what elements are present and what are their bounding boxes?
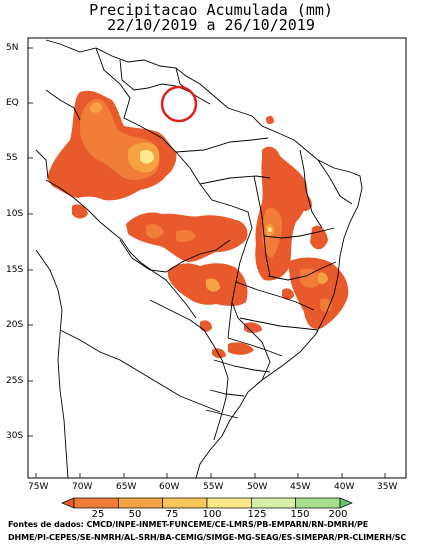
legend-value: 100 <box>202 509 222 520</box>
borders <box>35 39 363 479</box>
lat-label: 10S <box>6 209 24 219</box>
legend-value: 25 <box>91 509 105 520</box>
lon-label: 45W <box>290 482 311 492</box>
lat-label: 30S <box>6 431 24 441</box>
lat-label: 15S <box>6 265 24 275</box>
legend-high-arrow <box>339 497 353 509</box>
data-sources-line1: Fontes de dados: CMCD/INPE-INMET-FUNCEME… <box>8 520 369 529</box>
legend-value: 200 <box>328 509 348 520</box>
legend-value: 50 <box>128 509 142 520</box>
lat-label: 20S <box>6 320 24 330</box>
coastline <box>45 39 363 479</box>
legend-swatch <box>162 497 208 509</box>
legend-value: 125 <box>247 509 267 520</box>
legend-swatch <box>73 497 119 509</box>
lat-label: 5S <box>6 153 18 163</box>
lon-label: 70W <box>72 482 93 492</box>
lat-label: EQ <box>6 98 19 108</box>
map-title: Precipitacao Acumulada (mm) <box>89 1 333 19</box>
legend-colorbar <box>61 497 353 509</box>
lat-label: 5N <box>6 43 19 53</box>
lon-label: 35W <box>377 482 398 492</box>
lon-label: 75W <box>28 482 49 492</box>
lon-label: 40W <box>334 482 355 492</box>
legend-value: 75 <box>165 509 179 520</box>
graticule-ticks <box>28 47 386 478</box>
legend-swatch <box>206 497 252 509</box>
lon-label: 60W <box>159 482 180 492</box>
legend-swatch <box>295 497 341 509</box>
lon-label: 50W <box>247 482 268 492</box>
highlight-circle <box>160 85 198 123</box>
data-sources-line2: DHME/PI-CEPES/SE-NMRH/AL-SRH/BA-CEMIG/SI… <box>8 533 407 542</box>
legend-swatch <box>117 497 164 509</box>
legend-low-arrow <box>61 497 75 509</box>
legend-swatch <box>250 497 297 509</box>
lat-label: 25S <box>6 376 24 386</box>
map-date-range: 22/10/2019 a 26/10/2019 <box>107 16 315 34</box>
lon-label: 65W <box>116 482 137 492</box>
precip-area-amazon-max <box>140 150 154 164</box>
legend-value: 150 <box>290 509 310 520</box>
lon-label: 55W <box>203 482 224 492</box>
